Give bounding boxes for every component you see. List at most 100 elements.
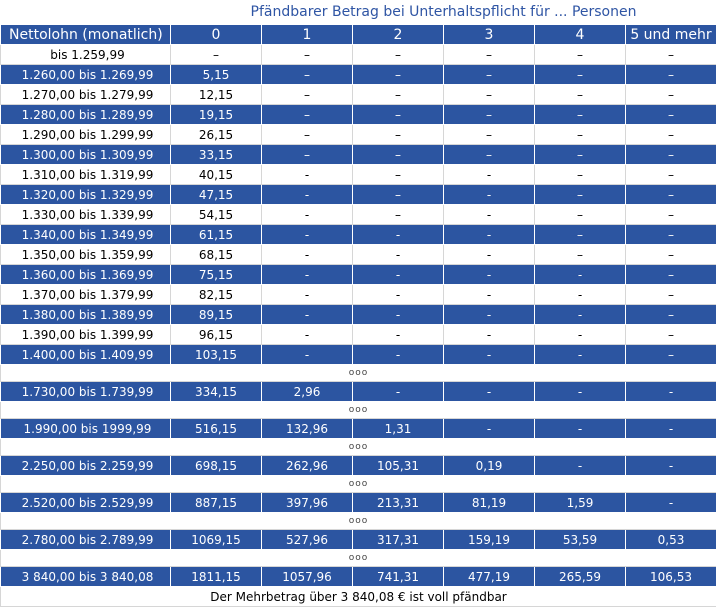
amount-cell: - <box>534 324 626 345</box>
amount-cell: – <box>352 104 444 125</box>
amount-cell: – <box>625 124 716 145</box>
income-range-cell: 1.360,00 bis 1.369,99 <box>0 264 171 285</box>
amount-cell: 698,15 <box>170 455 262 476</box>
amount-cell: – <box>625 64 716 85</box>
amount-cell: – <box>534 184 626 205</box>
amount-cell: 516,15 <box>170 418 262 439</box>
amount-cell: 2,96 <box>261 381 353 402</box>
table-row: 1.330,00 bis 1.339,99 54,15- – - – – <box>0 204 716 225</box>
table-row: 1.380,00 bis 1.389,99 89,15- - - - – <box>0 304 716 325</box>
table-row: 1.990,00 bis 1999,99 516,15 132,96 1,31- - - <box>0 418 716 439</box>
amount-cell: - <box>261 224 353 245</box>
amount-cell: 89,15 <box>170 304 262 325</box>
table-row: 2.780,00 bis 2.789,99 1069,15 527,96 317,31… <box>0 529 716 550</box>
amount-cell: – <box>352 184 444 205</box>
amount-cell: – <box>534 164 626 185</box>
amount-cell: – <box>625 204 716 225</box>
amount-cell: – <box>261 44 353 65</box>
amount-cell: – <box>352 64 444 85</box>
ellipsis-marker: ooo <box>0 438 716 456</box>
table-body: bis 1.259,99– – – – – –1.260,00 bis 1.269,99 5… <box>0 44 716 587</box>
amount-cell: 1811,15 <box>170 566 262 587</box>
amount-cell: - <box>625 492 716 513</box>
amount-cell: – <box>170 44 262 65</box>
income-range-cell: 1.270,00 bis 1.279,99 <box>0 84 171 105</box>
amount-cell: - <box>352 284 444 305</box>
ellipsis-marker: ooo <box>0 512 716 530</box>
amount-cell: – <box>534 84 626 105</box>
amount-cell: - <box>261 164 353 185</box>
amount-cell: 0,19 <box>443 455 535 476</box>
amount-cell: – <box>625 224 716 245</box>
amount-cell: 68,15 <box>170 244 262 265</box>
amount-cell: – <box>625 344 716 365</box>
table-row: bis 1.259,99– – – – – – <box>0 44 716 65</box>
amount-cell: 1069,15 <box>170 529 262 550</box>
income-range-cell: bis 1.259,99 <box>0 44 171 65</box>
amount-cell: 477,19 <box>443 566 535 587</box>
amount-cell: - <box>443 418 535 439</box>
amount-cell: 75,15 <box>170 264 262 285</box>
amount-cell: – <box>534 124 626 145</box>
amount-cell: – <box>534 224 626 245</box>
amount-cell: – <box>625 84 716 105</box>
amount-cell: 81,19 <box>443 492 535 513</box>
amount-cell: 33,15 <box>170 144 262 165</box>
amount-cell: – <box>352 124 444 145</box>
column-header-4: 4 <box>534 24 626 45</box>
column-header-0: 0 <box>170 24 262 45</box>
amount-cell: 26,15 <box>170 124 262 145</box>
amount-cell: 47,15 <box>170 184 262 205</box>
ellipsis-row: ooo <box>0 438 716 456</box>
table-row: 1.370,00 bis 1.379,99 82,15- - - - – <box>0 284 716 305</box>
income-range-cell: 1.340,00 bis 1.349,99 <box>0 224 171 245</box>
amount-cell: - <box>534 284 626 305</box>
amount-cell: 106,53 <box>625 566 716 587</box>
amount-cell: - <box>534 381 626 402</box>
amount-cell: 159,19 <box>443 529 535 550</box>
amount-cell: – <box>261 104 353 125</box>
column-header-1: 1 <box>261 24 353 45</box>
amount-cell: - <box>443 164 535 185</box>
income-range-cell: 1.280,00 bis 1.289,99 <box>0 104 171 125</box>
amount-cell: – <box>625 164 716 185</box>
ellipsis-marker: ooo <box>0 401 716 419</box>
ellipsis-row: ooo <box>0 549 716 567</box>
table-row: 1.340,00 bis 1.349,99 61,15- - - – – <box>0 224 716 245</box>
amount-cell: - <box>443 324 535 345</box>
amount-cell: - <box>443 244 535 265</box>
income-range-cell: 1.390,00 bis 1.399,99 <box>0 324 171 345</box>
column-header-2: 2 <box>352 24 444 45</box>
amount-cell: 53,59 <box>534 529 626 550</box>
amount-cell: – <box>352 144 444 165</box>
income-range-cell: 3 840,00 bis 3 840,08 <box>0 566 171 587</box>
amount-cell: 103,15 <box>170 344 262 365</box>
amount-cell: 19,15 <box>170 104 262 125</box>
amount-cell: - <box>352 381 444 402</box>
table-row: 1.350,00 bis 1.359,99 68,15- - - – – <box>0 244 716 265</box>
amount-cell: – <box>443 84 535 105</box>
amount-cell: - <box>261 344 353 365</box>
amount-cell: - <box>261 244 353 265</box>
amount-cell: - <box>443 224 535 245</box>
income-range-cell: 1.350,00 bis 1.359,99 <box>0 244 171 265</box>
amount-cell: - <box>352 224 444 245</box>
amount-cell: 61,15 <box>170 224 262 245</box>
amount-cell: - <box>534 455 626 476</box>
income-range-cell: 1.730,00 bis 1.739,99 <box>0 381 171 402</box>
amount-cell: - <box>261 284 353 305</box>
amount-cell: 12,15 <box>170 84 262 105</box>
income-range-cell: 1.290,00 bis 1.299,99 <box>0 124 171 145</box>
amount-cell: 1057,96 <box>261 566 353 587</box>
table-row: 1.260,00 bis 1.269,99 5,15– – – – – <box>0 64 716 85</box>
table-row: 1.300,00 bis 1.309,99 33,15– – – – – <box>0 144 716 165</box>
income-range-cell: 1.320,00 bis 1.329,99 <box>0 184 171 205</box>
amount-cell: - <box>534 344 626 365</box>
amount-cell: – <box>352 204 444 225</box>
table-row: 3 840,00 bis 3 840,08 1811,15 1057,96 741,3… <box>0 566 716 587</box>
income-range-cell: 1.990,00 bis 1999,99 <box>0 418 171 439</box>
amount-cell: - <box>352 324 444 345</box>
income-range-cell: 1.310,00 bis 1.319,99 <box>0 164 171 185</box>
amount-cell: – <box>352 84 444 105</box>
table-row: 1.310,00 bis 1.319,99 40,15- – - – – <box>0 164 716 185</box>
